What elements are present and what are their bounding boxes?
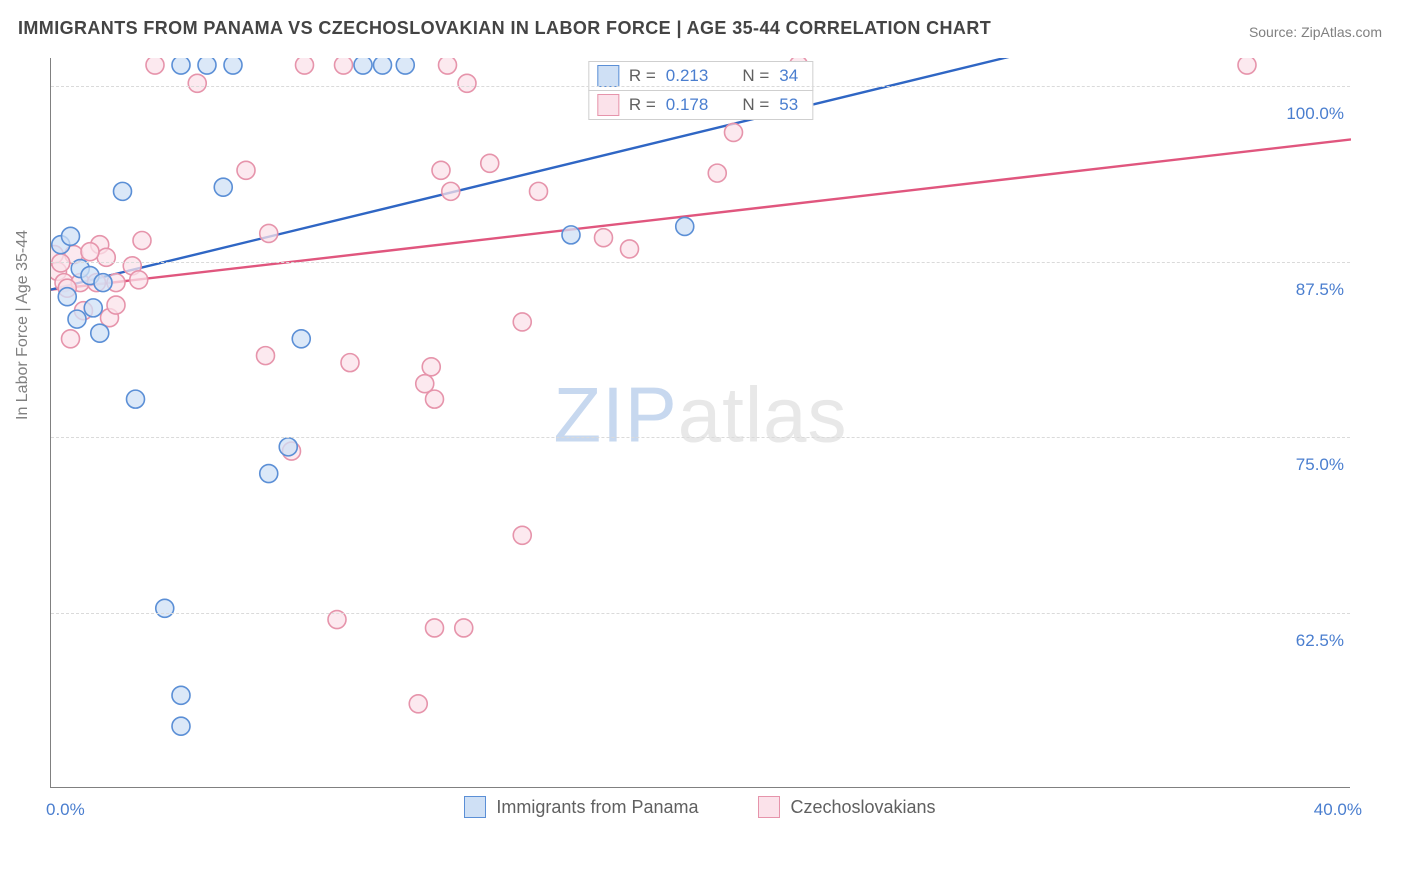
legend-n-label: N = [742, 66, 769, 86]
legend-swatch [758, 796, 780, 818]
legend-row: R = 0.178 N = 53 [588, 90, 813, 120]
y-tick-label: 75.0% [1284, 455, 1344, 475]
correlation-legend: R = 0.213 N = 34 R = 0.178 N = 53 [588, 62, 813, 120]
source-attribution: Source: ZipAtlas.com [1249, 24, 1382, 40]
gridline [51, 613, 1350, 614]
series-name: Immigrants from Panama [496, 797, 698, 818]
series-name: Czechoslovakians [790, 797, 935, 818]
legend-swatch [597, 94, 619, 116]
legend-n-value: 53 [779, 95, 798, 115]
y-axis-label: In Labor Force | Age 35-44 [14, 230, 32, 420]
legend-n-label: N = [742, 95, 769, 115]
gridline [51, 262, 1350, 263]
legend-r-label: R = [629, 66, 656, 86]
chart-title: IMMIGRANTS FROM PANAMA VS CZECHOSLOVAKIA… [18, 18, 991, 39]
chart-svg-layer [51, 58, 1351, 788]
plot-area: ZIPatlas R =0.213N =34R =0.178N =53 62.5… [50, 58, 1350, 788]
legend-r-value: 0.178 [666, 95, 709, 115]
legend-n-value: 34 [779, 66, 798, 86]
gridline [51, 437, 1350, 438]
gridline [51, 86, 1350, 87]
y-tick-label: 100.0% [1274, 104, 1344, 124]
legend-r-label: R = [629, 95, 656, 115]
legend-swatch [597, 65, 619, 87]
series-legend: Immigrants from Panama Czechoslovakians [50, 796, 1350, 818]
legend-swatch [464, 796, 486, 818]
y-tick-label: 62.5% [1284, 631, 1344, 651]
legend-r-value: 0.213 [666, 66, 709, 86]
series-legend-item: Czechoslovakians [758, 796, 935, 818]
series-legend-item: Immigrants from Panama [464, 796, 698, 818]
y-tick-label: 87.5% [1284, 280, 1344, 300]
